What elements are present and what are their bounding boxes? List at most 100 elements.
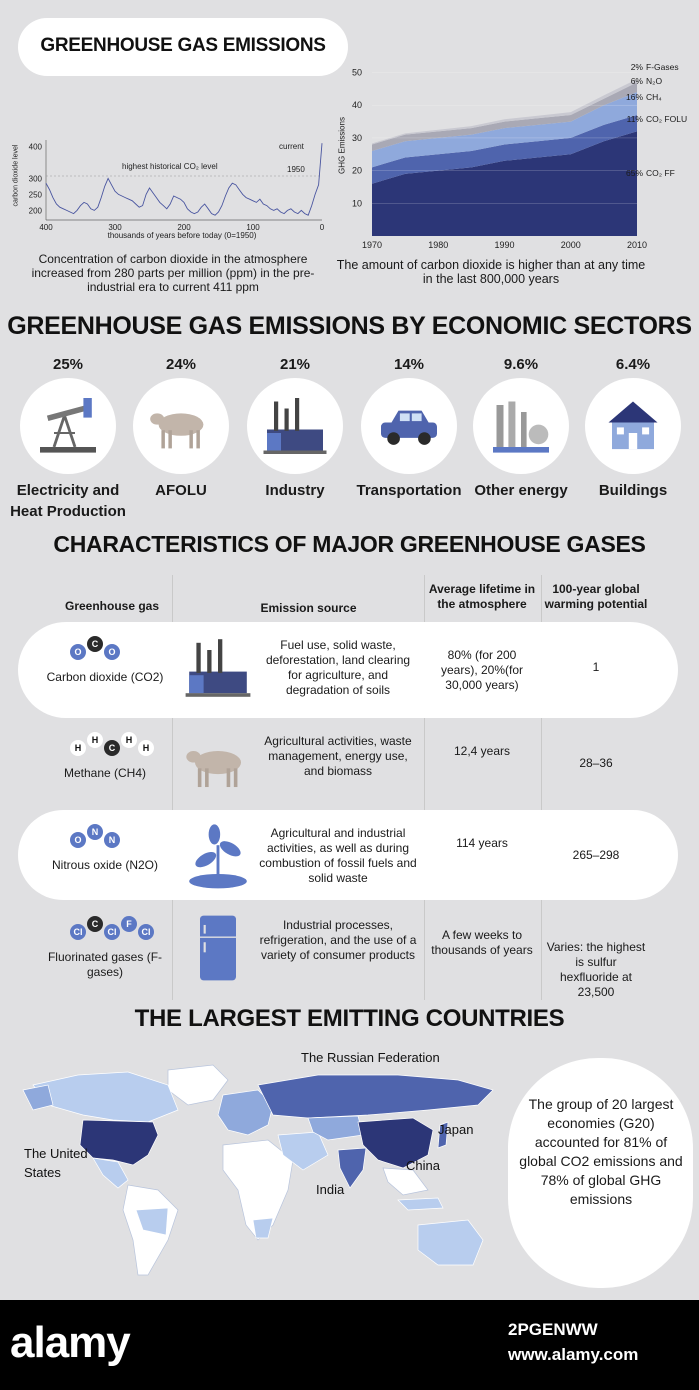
europe-shape (217, 1089, 274, 1136)
co2-ylabel: carbon dioxide level (12, 144, 20, 207)
header-gwp: 100-year global warming potential (544, 582, 648, 611)
gas-lifetime: 114 years (456, 836, 508, 850)
ghg-ytick-label: 40 (352, 100, 362, 110)
russia-shape (257, 1074, 494, 1119)
footer-image-code: 2PGENWW (508, 1320, 598, 1339)
sector-circle (20, 378, 116, 474)
ghg-area-3 (372, 82, 637, 151)
countries-title: THE LARGEST EMITTING COUNTRIES (134, 1005, 565, 1032)
ghg-xtick-label: 1980 (428, 240, 448, 250)
atom: N (104, 832, 120, 848)
co2-annotation-1950: 1950 (287, 165, 305, 174)
header-source: Emission source (260, 601, 357, 615)
ghg-legend-share: 2% (630, 62, 643, 72)
ghg-xtick-label: 2010 (627, 240, 647, 250)
ghg-ytick-label: 10 (352, 198, 362, 208)
atom: O (70, 832, 86, 848)
ghg-area-1 (372, 115, 637, 184)
greenland-shape (167, 1064, 229, 1106)
co2-series-line (45, 143, 323, 216)
co2-xtick-label: 300 (108, 223, 122, 232)
page-title: GREENHOUSE GAS EMISSIONS (40, 35, 326, 56)
co2-xlabel: thousands of years before today (0=1950) (107, 231, 257, 240)
ghg-legend-name: F-Gases (646, 62, 679, 72)
gas-source: Agricultural activities, waste managemen… (264, 734, 412, 778)
sector-pct: 24% (165, 356, 197, 373)
gas-gwp: 1 (592, 660, 600, 674)
ghg-ytick-label: 30 (352, 133, 362, 143)
gases-title: CHARACTERISTICS OF MAJOR GREENHOUSE GASE… (53, 531, 646, 557)
factory-icon (263, 398, 327, 454)
map-label-russia: The Russian Federation (301, 1050, 440, 1065)
ghg-legend-share: 11% (626, 114, 643, 124)
sector-label: Transportation (356, 482, 462, 499)
ghg-legend-name: CO₂ FOLU (646, 114, 688, 124)
atom: N (87, 824, 103, 840)
co2-xtick-label: 200 (177, 223, 191, 232)
ghg-legend-share: 16% (625, 92, 643, 102)
plant-icon (189, 824, 247, 889)
atom: O (70, 644, 86, 660)
sector-label: AFOLU (155, 482, 207, 499)
title-cloud (18, 18, 348, 76)
ghg-legend-name: CO₂ FF (646, 168, 675, 178)
mexico-shape (92, 1157, 129, 1189)
atom: Cl (104, 924, 120, 940)
sector-pct: 25% (52, 356, 84, 373)
middle-east-shape (277, 1131, 329, 1171)
sector-label: Buildings (598, 482, 668, 499)
map-label-china: China (406, 1158, 440, 1173)
gas-lifetime: A few weeks to thousands of years (431, 928, 533, 957)
australia-shape (417, 1219, 484, 1266)
alaska-shape (22, 1084, 54, 1111)
se-asia-shape (382, 1167, 429, 1196)
ghg-legend-share: 65% (625, 168, 643, 178)
ghg-caption: The amount of carbon dioxide is higher t… (336, 258, 646, 286)
footer-url: www.alamy.com (508, 1345, 639, 1364)
gas-name: Carbon dioxide (CO2) (46, 670, 164, 684)
gas-row-cloud (18, 810, 678, 900)
ghg-area-0 (372, 131, 637, 236)
header-lifetime: Average lifetime in the atmosphere (428, 582, 536, 611)
gas-name: Methane (CH4) (63, 766, 147, 780)
molecule-diagram: Cl C Cl F Cl (70, 916, 154, 950)
ghg-xtick-label: 1990 (494, 240, 514, 250)
gas-source: Agricultural and industrial activities, … (259, 826, 417, 885)
car-icon (381, 410, 437, 445)
ghg-legend-name: N₂O (646, 76, 663, 86)
brazil-shape (135, 1207, 169, 1236)
co2-ytick-label: 400 (29, 142, 43, 151)
sector-circle (473, 378, 569, 474)
sector-label: Electricity and Heat Production (10, 482, 126, 520)
sector-pct: 6.4% (615, 356, 651, 373)
map-label-us: The United States (24, 1146, 88, 1180)
co2-xtick-label: 400 (39, 223, 53, 232)
co2-chart: 400 300 250 200 400 300 200 100 0 carbon dioxide… (10, 128, 330, 240)
atom: O (104, 644, 120, 660)
table-divider-2 (424, 575, 425, 1000)
ghg-legend-name: CH₄ (646, 92, 662, 102)
central-asia-shape (307, 1115, 364, 1141)
gas-gwp: 28–36 (579, 756, 613, 770)
co2-annotation-current: current (279, 142, 304, 151)
co2-annotation-high: highest historical CO₂ level (122, 162, 218, 171)
canada-shape (32, 1071, 179, 1123)
sector-circle (361, 378, 457, 474)
map-label-india: India (316, 1182, 345, 1197)
g20-cloud (508, 1058, 693, 1288)
sectors-title: GREENHOUSE GAS EMISSIONS BY ECONOMIC SEC… (7, 312, 692, 340)
indonesia-shape (397, 1197, 444, 1211)
house-icon (608, 401, 658, 450)
header-gas: Greenhouse gas (64, 599, 160, 613)
gas-name: Fluorinated gases (F-gases) (47, 950, 163, 979)
gas-row-cloud (18, 622, 678, 718)
ghg-ylabel: GHG Emissions (337, 117, 347, 174)
sector-label: Other energy (474, 482, 568, 499)
gas-source: Industrial processes, refrigeration, and… (259, 918, 417, 962)
atom: H (87, 732, 103, 748)
south-africa-shape (252, 1217, 274, 1239)
ghg-chart: 10 20 30 40 50 1970 1980 1990 2000 2010 GHG Emiss… (332, 56, 697, 256)
ghg-chart-svg: 10 20 30 40 50 1970 1980 1990 2000 2010 (352, 68, 647, 251)
